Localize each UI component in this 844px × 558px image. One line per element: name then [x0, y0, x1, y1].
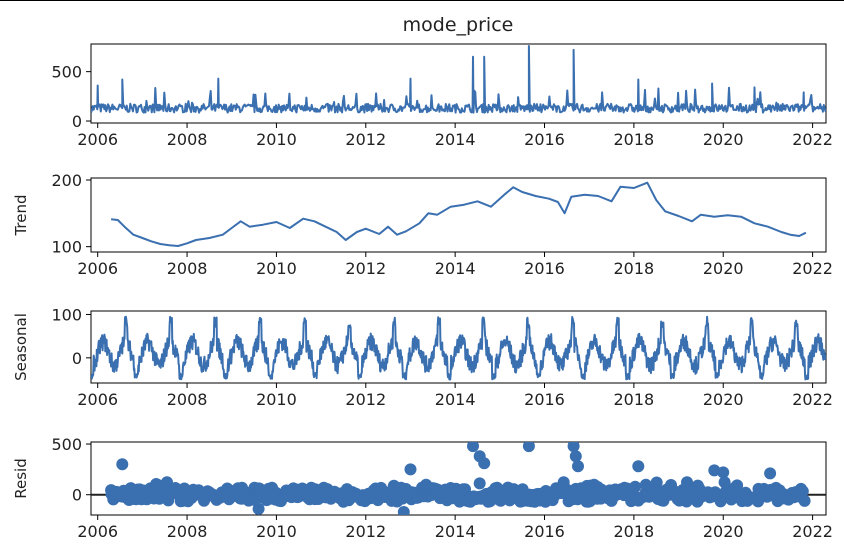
observed-xtick-label: 2022 [792, 130, 833, 149]
trend-xtick-label: 2022 [792, 259, 833, 278]
seasonal-series-line [91, 315, 826, 381]
resid-ytick-label: 0 [72, 486, 82, 505]
resid-xtick-label: 2022 [792, 522, 833, 541]
resid-point [567, 442, 580, 453]
resid-point [798, 494, 811, 507]
observed-xtick-label: 2006 [77, 130, 118, 149]
resid-point [467, 442, 479, 453]
observed-series-line [91, 45, 826, 114]
resid-point [478, 457, 491, 470]
resid-point [764, 467, 777, 480]
observed-ytick-label: 0 [72, 112, 82, 131]
resid-point [397, 506, 410, 515]
resid-point [252, 502, 265, 515]
observed-xtick-label: 2018 [614, 130, 655, 149]
trend-ytick-label: 100 [51, 238, 82, 257]
seasonal-ytick-label: 0 [72, 349, 82, 368]
chart-title: mode_price [403, 14, 514, 36]
seasonal-axes-frame [90, 310, 827, 384]
trend-y-axis-label: Trend [12, 194, 30, 236]
seasonal-xtick-label: 2022 [792, 390, 833, 409]
trend-xtick-label: 2016 [524, 259, 565, 278]
observed-xtick-label: 2012 [345, 130, 386, 149]
observed-xtick-label: 2010 [256, 130, 297, 149]
resid-xtick-label: 2012 [345, 522, 386, 541]
trend-xtick-label: 2006 [77, 259, 118, 278]
resid-point [522, 442, 535, 453]
resid-point [629, 480, 642, 493]
resid-point [473, 477, 486, 490]
trend-ytick-label: 200 [51, 171, 82, 190]
observed-xtick-label: 2016 [524, 130, 565, 149]
resid-point [404, 463, 417, 476]
trend-xtick-label: 2012 [345, 259, 386, 278]
seasonal-xtick-label: 2008 [167, 390, 208, 409]
trend-series-line [110, 181, 807, 247]
resid-y-axis-label: Resid [12, 458, 30, 498]
resid-axes-frame [90, 441, 827, 516]
trend-xtick-label: 2018 [614, 259, 655, 278]
resid-point [116, 458, 129, 471]
resid-point [717, 466, 730, 479]
resid-xtick-label: 2016 [524, 522, 565, 541]
resid-xtick-label: 2010 [256, 522, 297, 541]
observed-xtick-label: 2008 [167, 130, 208, 149]
resid-xtick-label: 2008 [167, 522, 208, 541]
seasonal-xtick-label: 2018 [614, 390, 655, 409]
resid-point [796, 485, 809, 498]
resid-point [569, 450, 582, 463]
trend-axes-frame [90, 177, 827, 253]
trend-xtick-label: 2008 [167, 259, 208, 278]
seasonal-xtick-label: 2010 [256, 390, 297, 409]
resid-xtick-label: 2020 [703, 522, 744, 541]
observed-xtick-label: 2014 [435, 130, 476, 149]
resid-xtick-label: 2018 [614, 522, 655, 541]
seasonal-y-axis-label: Seasonal [12, 313, 30, 381]
seasonal-xtick-label: 2006 [77, 390, 118, 409]
observed-ytick-label: 500 [51, 63, 82, 82]
observed-axes-frame [90, 43, 827, 124]
resid-point [632, 460, 645, 473]
observed-xtick-label: 2020 [703, 130, 744, 149]
resid-xtick-label: 2014 [435, 522, 476, 541]
resid-xtick-label: 2006 [77, 522, 118, 541]
resid-ytick-label: 500 [51, 435, 82, 454]
trend-xtick-label: 2020 [703, 259, 744, 278]
seasonal-xtick-label: 2016 [524, 390, 565, 409]
seasonal-ytick-label: 100 [51, 305, 82, 324]
resid-point [572, 460, 584, 473]
trend-xtick-label: 2010 [256, 259, 297, 278]
trend-xtick-label: 2014 [435, 259, 476, 278]
resid-point [650, 476, 663, 489]
seasonal-xtick-label: 2014 [435, 390, 476, 409]
seasonal-xtick-label: 2020 [703, 390, 744, 409]
seasonal-xtick-label: 2012 [345, 390, 386, 409]
